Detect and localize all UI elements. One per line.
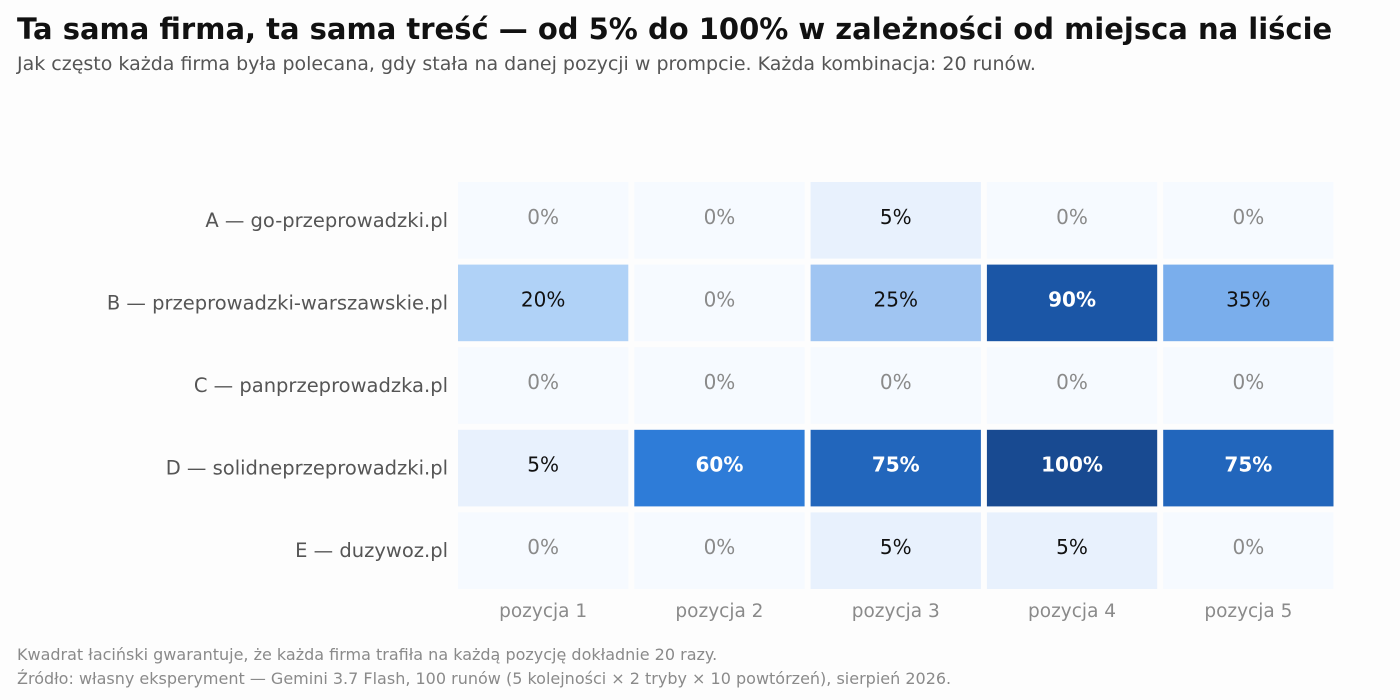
cell-value-label: 0%: [1232, 370, 1264, 394]
cell-value-label: 0%: [1056, 205, 1088, 229]
cell-value-label: 0%: [704, 370, 736, 394]
heatmap-cell: [1163, 347, 1334, 424]
footer-source: Źródło: własny eksperyment — Gemini 3.7 …: [17, 669, 952, 688]
heatmap-cell: [634, 512, 805, 589]
heatmap-cell: [810, 264, 981, 342]
heatmap-cell: [810, 182, 981, 259]
cell-value-label: 0%: [880, 370, 912, 394]
cell-value-label: 5%: [527, 453, 559, 477]
row-label: E — duzywoz.pl: [295, 539, 448, 562]
heatmap-labels: 0% 0% 5% 0% 0% 20% 0% 25% 90% 35% 0% 0% 0% 0% 0% 5% 60% 7…: [107, 205, 1293, 622]
cell-value-label: 5%: [880, 535, 912, 559]
heatmap-cell: [458, 429, 629, 507]
cell-value-label: 0%: [1056, 370, 1088, 394]
heatmap-cell: [634, 347, 805, 424]
footer-note: Kwadrat łaciński gwarantuje, że każda fi…: [17, 645, 718, 664]
heatmap-cell: [810, 429, 981, 507]
heatmap-cell: [458, 512, 629, 589]
heatmap-cell: [1163, 182, 1334, 259]
heatmap-cell: [634, 264, 805, 342]
heatmap-cell: [458, 264, 629, 342]
column-label: pozycja 1: [499, 601, 587, 622]
heatmap-cell: [458, 347, 629, 424]
cell-value-label: 0%: [527, 205, 559, 229]
row-label: D — solidneprzeprowadzki.pl: [166, 457, 448, 480]
cell-value-label: 20%: [521, 287, 565, 311]
heatmap-cell: [986, 264, 1158, 342]
heatmap-cell: [810, 347, 981, 424]
cell-value-label: 0%: [527, 370, 559, 394]
heatmap-cells: [458, 182, 1334, 589]
column-label: pozycja 3: [852, 601, 940, 622]
cell-value-label: 35%: [1226, 287, 1270, 311]
cell-value-label: 0%: [704, 287, 736, 311]
cell-value-label: 0%: [527, 535, 559, 559]
cell-value-label: 5%: [880, 205, 912, 229]
cell-value-label: 75%: [872, 453, 920, 477]
heatmap-cell: [986, 512, 1158, 589]
cell-value-label: 5%: [1056, 535, 1088, 559]
heatmap-cell: [634, 429, 805, 507]
cell-value-label: 0%: [704, 535, 736, 559]
heatmap-cell: [634, 182, 805, 259]
cell-value-label: 100%: [1041, 453, 1103, 477]
cell-value-label: 0%: [1232, 205, 1264, 229]
cell-value-label: 25%: [874, 287, 918, 311]
heatmap-cell: [458, 182, 629, 259]
row-label: C — panprzeprowadzka.pl: [194, 374, 448, 397]
heatmap-cell: [1163, 429, 1334, 507]
heatmap-cell: [810, 512, 981, 589]
column-label: pozycja 2: [675, 601, 763, 622]
heatmap-cell: [986, 429, 1158, 507]
cell-value-label: 0%: [1232, 535, 1264, 559]
heatmap-cell: [986, 182, 1158, 259]
cell-value-label: 0%: [704, 205, 736, 229]
chart-title: Ta sama firma, ta sama treść — od 5% do …: [17, 12, 1333, 46]
chart-subtitle: Jak często każda firma była polecana, gd…: [17, 53, 1036, 75]
heatmap-cell: [986, 347, 1158, 424]
column-label: pozycja 4: [1028, 601, 1116, 622]
column-label: pozycja 5: [1204, 601, 1292, 622]
heatmap-cell: [1163, 264, 1334, 342]
cell-value-label: 60%: [696, 453, 744, 477]
row-label: A — go-przeprowadzki.pl: [205, 209, 448, 232]
heatmap-cell: [1163, 512, 1334, 589]
cell-value-label: 75%: [1224, 453, 1272, 477]
cell-value-label: 90%: [1048, 287, 1096, 311]
row-label: B — przeprowadzki-warszawskie.pl: [107, 291, 448, 314]
